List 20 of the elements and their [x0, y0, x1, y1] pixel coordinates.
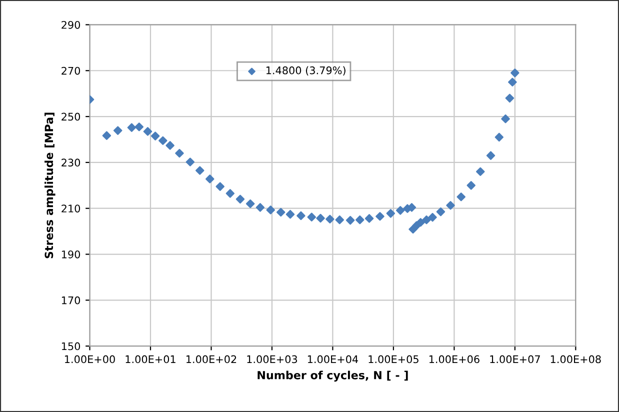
x-tick-label: 1.00E+05: [368, 355, 418, 364]
x-tick-label: 1.00E+01: [126, 355, 176, 364]
x-axis-title: Number of cycles, N [ - ]: [258, 370, 408, 382]
x-tick-label: 1.00E+07: [490, 355, 540, 364]
x-tick-label: 1.00E+02: [186, 355, 236, 364]
y-tick-label: 190: [62, 250, 80, 258]
x-tick-label: 1.00E+00: [65, 355, 115, 364]
y-tick-label: 250: [62, 112, 80, 121]
x-tick-label: 1.00E+06: [429, 355, 480, 364]
legend-label: 1.4800 (3.79%): [266, 66, 346, 76]
x-tick-label: 1.00E+08: [550, 355, 601, 364]
y-tick-label: 170: [62, 296, 80, 304]
x-tick-label: 1.00E+03: [247, 355, 298, 364]
y-axis-title: Stress amplitude [MPa]: [44, 112, 56, 258]
x-tick-label: 1.00E+04: [308, 355, 358, 364]
y-tick-label: 210: [62, 204, 80, 212]
y-tick-label: 270: [62, 66, 80, 75]
y-tick-label: 290: [62, 20, 80, 29]
y-tick-label: 230: [62, 158, 80, 167]
y-tick-label: 150: [62, 342, 80, 350]
